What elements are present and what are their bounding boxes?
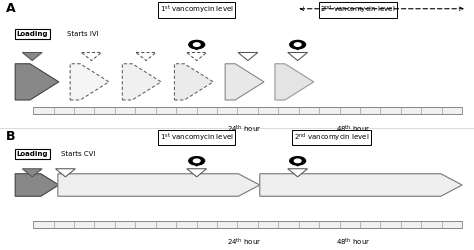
Text: 1$^{\mathrm{st}}$ vancomycin level: 1$^{\mathrm{st}}$ vancomycin level xyxy=(160,131,234,143)
Polygon shape xyxy=(15,174,59,196)
Polygon shape xyxy=(58,174,260,196)
Text: 2$^{\mathrm{nd}}$ vancomycin level: 2$^{\mathrm{nd}}$ vancomycin level xyxy=(294,131,370,143)
Circle shape xyxy=(193,43,200,46)
FancyBboxPatch shape xyxy=(33,108,462,114)
Text: Starts CVI: Starts CVI xyxy=(61,151,95,157)
Circle shape xyxy=(193,159,200,162)
Text: 1$^{\mathrm{st}}$ vancomycin level: 1$^{\mathrm{st}}$ vancomycin level xyxy=(160,4,234,16)
Text: Loading: Loading xyxy=(17,31,48,37)
Circle shape xyxy=(290,40,306,49)
Text: 48$^{\mathrm{th}}$ hour: 48$^{\mathrm{th}}$ hour xyxy=(336,237,370,248)
Polygon shape xyxy=(292,46,303,50)
Polygon shape xyxy=(225,64,264,100)
Text: A: A xyxy=(6,2,15,16)
Circle shape xyxy=(189,40,205,49)
Polygon shape xyxy=(82,52,101,60)
FancyBboxPatch shape xyxy=(33,221,462,228)
Polygon shape xyxy=(288,169,308,177)
Text: 2$^{\mathrm{nd}}$ vancomycin level: 2$^{\mathrm{nd}}$ vancomycin level xyxy=(320,4,396,16)
Polygon shape xyxy=(187,169,207,177)
Circle shape xyxy=(294,159,301,162)
Polygon shape xyxy=(191,162,202,166)
Polygon shape xyxy=(238,52,258,60)
Polygon shape xyxy=(136,52,156,60)
Polygon shape xyxy=(22,52,42,60)
Text: 24$^{\mathrm{th}}$ hour: 24$^{\mathrm{th}}$ hour xyxy=(227,124,261,135)
Polygon shape xyxy=(187,52,207,60)
Polygon shape xyxy=(70,64,109,100)
Circle shape xyxy=(189,157,205,165)
Text: Starts IVI: Starts IVI xyxy=(67,31,99,37)
Polygon shape xyxy=(260,174,462,196)
Polygon shape xyxy=(191,46,202,50)
Polygon shape xyxy=(15,64,59,100)
Polygon shape xyxy=(22,169,42,177)
Text: B: B xyxy=(6,130,15,143)
Circle shape xyxy=(294,43,301,46)
Polygon shape xyxy=(288,52,308,60)
Polygon shape xyxy=(292,162,303,166)
Polygon shape xyxy=(275,64,314,100)
Text: 48$^{\mathrm{th}}$ hour: 48$^{\mathrm{th}}$ hour xyxy=(336,124,370,135)
Polygon shape xyxy=(55,169,75,177)
Circle shape xyxy=(290,157,306,165)
Polygon shape xyxy=(122,64,161,100)
Text: 24$^{\mathrm{th}}$ hour: 24$^{\mathrm{th}}$ hour xyxy=(227,237,261,248)
Polygon shape xyxy=(174,64,213,100)
Text: Loading: Loading xyxy=(17,151,48,157)
